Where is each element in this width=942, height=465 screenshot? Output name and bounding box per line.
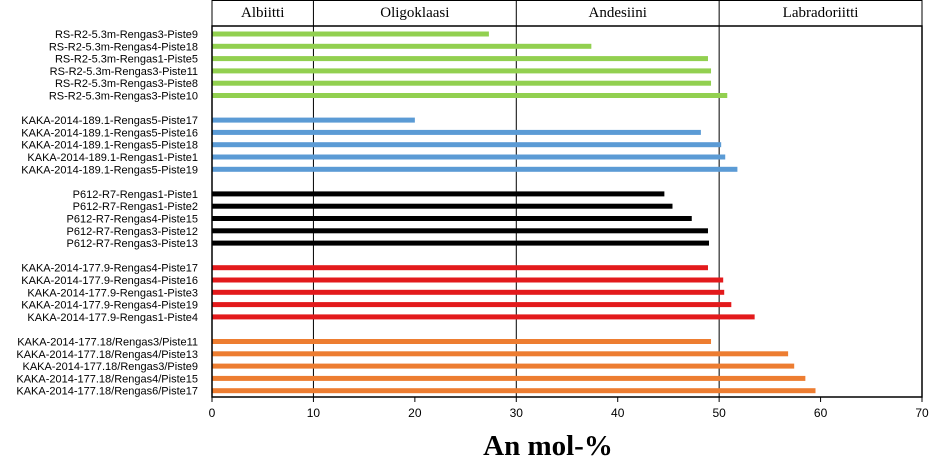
plot-frame — [211, 25, 923, 398]
zone-label-2: Andesiini — [589, 5, 647, 21]
category-label-0-3: RS-R2-5.3m-Rengas3-Piste11 — [50, 66, 198, 78]
bar-3-0 — [212, 265, 708, 271]
zone-label-3: Labradoriitti — [783, 5, 859, 21]
x-tick-label-4: 40 — [611, 406, 625, 420]
zone-label-0: Albiitti — [241, 5, 284, 21]
bar-2-4 — [212, 240, 709, 246]
category-label-0-1: RS-R2-5.3m-Rengas4-Piste18 — [49, 41, 198, 53]
x-tick-label-1: 10 — [307, 406, 321, 420]
category-label-0-4: RS-R2-5.3m-Rengas3-Piste8 — [55, 78, 198, 90]
bar-1-4 — [212, 166, 738, 172]
category-label-1-0: KAKA-2014-189.1-Rengas5-Piste17 — [21, 115, 198, 127]
bar-1-2 — [212, 142, 722, 148]
bar-4-0 — [212, 339, 712, 344]
bar-3-4 — [212, 314, 755, 320]
bar-2-1 — [212, 203, 673, 209]
category-label-2-0: P612-R7-Rengas1-Piste1 — [73, 189, 198, 201]
bar-1-3 — [212, 154, 726, 160]
category-label-1-2: KAKA-2014-189.1-Rengas5-Piste18 — [21, 140, 198, 152]
bar-1-0 — [212, 117, 415, 123]
bar-0-1 — [212, 43, 592, 49]
bar-0-2 — [212, 56, 708, 62]
category-label-4-3: KAKA-2014-177.18/Rengas4/Piste15 — [16, 373, 198, 385]
bar-3-3 — [212, 302, 732, 308]
category-label-3-4: KAKA-2014-177.9-Rengas1-Piste4 — [27, 312, 198, 324]
category-label-4-1: KAKA-2014-177.18/Rengas4/Piste13 — [16, 349, 198, 361]
bar-4-4 — [212, 388, 816, 394]
category-label-3-1: KAKA-2014-177.9-Rengas4-Piste16 — [21, 275, 198, 287]
category-label-4-4: KAKA-2014-177.18/Rengas6/Piste17 — [16, 386, 198, 398]
bar-4-1 — [212, 351, 789, 357]
x-tick-label-2: 20 — [408, 406, 422, 420]
x-tick-label-0: 0 — [209, 406, 216, 420]
bar-1-1 — [212, 129, 701, 135]
category-label-1-3: KAKA-2014-189.1-Rengas1-Piste1 — [27, 152, 198, 164]
bar-2-0 — [212, 191, 665, 197]
category-label-1-1: KAKA-2014-189.1-Rengas5-Piste16 — [21, 127, 198, 139]
bar-3-1 — [212, 277, 724, 283]
category-label-2-1: P612-R7-Rengas1-Piste2 — [73, 201, 198, 213]
category-label-2-3: P612-R7-Rengas3-Piste12 — [67, 226, 198, 238]
x-tick-label-5: 50 — [712, 406, 726, 420]
bar-2-2 — [212, 216, 692, 221]
bar-4-3 — [212, 375, 806, 381]
x-tick-label-7: 70 — [915, 406, 929, 420]
category-label-2-4: P612-R7-Rengas3-Piste13 — [67, 238, 198, 250]
bar-0-0 — [212, 31, 489, 37]
x-axis-title: An mol-% — [483, 430, 613, 462]
bar-0-5 — [212, 93, 728, 98]
category-label-0-5: RS-R2-5.3m-Rengas3-Piste10 — [49, 91, 198, 103]
category-label-3-3: KAKA-2014-177.9-Rengas4-Piste19 — [21, 300, 198, 312]
x-tick-label-6: 60 — [814, 406, 828, 420]
category-label-4-2: KAKA-2014-177.18/Rengas3/Piste9 — [22, 361, 198, 373]
category-label-4-0: KAKA-2014-177.18/Rengas3/Piste11 — [17, 337, 198, 349]
bar-0-3 — [212, 68, 712, 74]
bar-3-2 — [212, 289, 725, 295]
category-label-1-4: KAKA-2014-189.1-Rengas5-Piste19 — [21, 164, 198, 176]
category-label-3-2: KAKA-2014-177.9-Rengas1-Piste3 — [27, 287, 198, 299]
bar-4-2 — [212, 363, 795, 369]
bar-2-3 — [212, 228, 708, 234]
x-tick-label-3: 30 — [510, 406, 524, 420]
category-label-0-0: RS-R2-5.3m-Rengas3-Piste9 — [55, 29, 198, 41]
category-label-2-2: P612-R7-Rengas4-Piste15 — [67, 214, 198, 226]
category-label-3-0: KAKA-2014-177.9-Rengas4-Piste17 — [21, 263, 198, 275]
bar-0-4 — [212, 80, 712, 86]
category-label-0-2: RS-R2-5.3m-Rengas1-Piste5 — [55, 54, 198, 66]
zone-label-1: Oligoklaasi — [380, 5, 449, 21]
